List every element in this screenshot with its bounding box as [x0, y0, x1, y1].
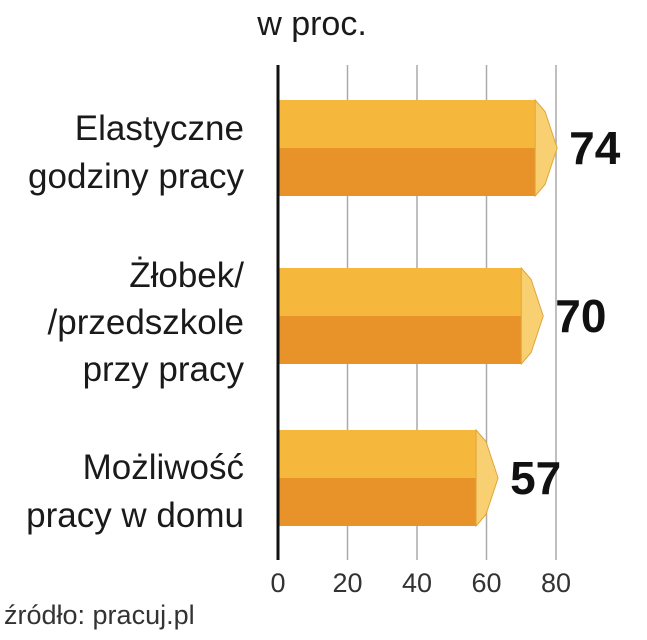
bar-top-face — [278, 100, 536, 148]
bar — [278, 266, 544, 366]
bar — [278, 98, 558, 198]
category-labels: Elastyczne godziny pracy Żłobek/ /przedszko… — [26, 109, 244, 535]
category-label-line: Elastyczne — [75, 109, 244, 148]
category-label: Żłobek/ /przedszkole przy pracy — [48, 256, 245, 389]
category-label-line: pracy w domu — [26, 496, 244, 535]
unit-label: w proc. — [256, 5, 367, 43]
x-axis-ticks: 0 20 40 60 80 — [270, 568, 571, 598]
category-label-line: godziny pracy — [28, 157, 244, 196]
data-label: 74 — [569, 122, 621, 174]
bar-bottom-face — [278, 316, 522, 364]
bar-bottom-face — [278, 478, 477, 526]
bar-top-face — [278, 430, 477, 478]
category-label-line: Żłobek/ — [129, 256, 244, 295]
x-tick-label: 60 — [471, 568, 501, 598]
category-label-line: /przedszkole — [48, 303, 244, 342]
bar — [278, 428, 499, 528]
value-labels: 74 70 57 — [510, 122, 621, 504]
data-label: 57 — [510, 452, 561, 504]
bar-end-cap — [534, 98, 558, 198]
bar-end-cap — [520, 266, 544, 366]
x-tick-label: 40 — [402, 568, 432, 598]
bar-bottom-face — [278, 148, 536, 196]
x-tick-label: 0 — [270, 568, 285, 598]
bar-end-cap — [475, 428, 499, 528]
source-note: źródło: pracuj.pl — [4, 600, 195, 630]
category-label: Możliwość pracy w domu — [26, 448, 244, 535]
bars — [278, 98, 558, 528]
category-label-line: przy pracy — [83, 350, 245, 389]
category-label-line: Możliwość — [83, 448, 244, 487]
category-label: Elastyczne godziny pracy — [28, 109, 244, 196]
x-tick-label: 80 — [541, 568, 571, 598]
data-label: 70 — [555, 290, 606, 342]
bar-top-face — [278, 268, 522, 316]
x-tick-label: 20 — [332, 568, 362, 598]
